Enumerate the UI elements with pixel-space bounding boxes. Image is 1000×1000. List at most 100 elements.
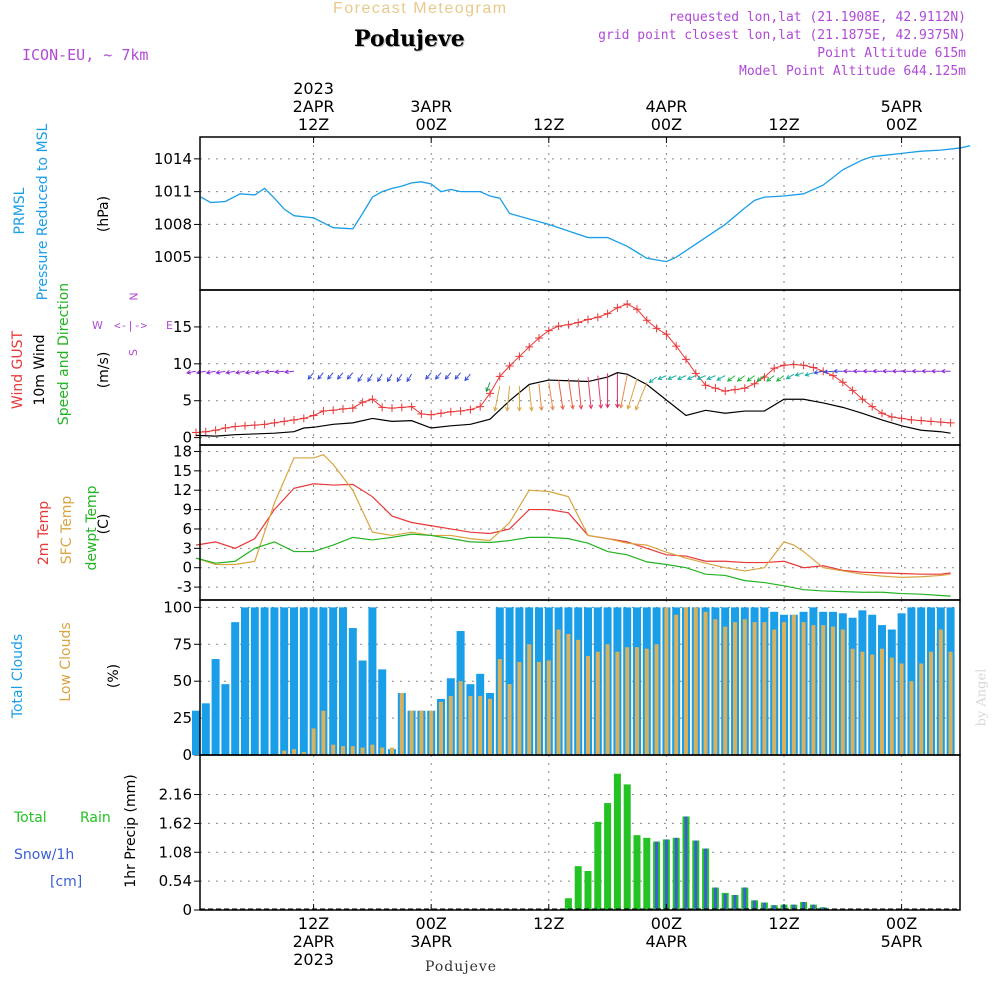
top-time-label: 00Z [416,115,447,134]
wind-direction-arrow [813,370,824,375]
snow-bar [674,837,678,910]
low-cloud-bar [301,752,306,755]
total-cloud-bar [280,607,289,755]
wind-direction-arrow [726,375,736,382]
gust-point [897,414,906,423]
gust-point [887,412,896,421]
gust-point [201,427,210,436]
gust-point [574,318,583,327]
y-tick-label: 0 [182,559,192,577]
low-cloud-bar [909,681,914,755]
wind-direction-arrow [336,372,344,380]
gust-point [329,406,338,415]
temp-dew-line [195,533,951,597]
low-cloud-bar [497,659,502,755]
top-time-label: 2APR [293,97,335,116]
wind-direction-arrow [444,372,452,380]
wind-direction-arrow [706,375,716,381]
forecast-title: Forecast Meteogram [333,0,508,17]
wind-direction-arrow [657,375,667,381]
gust-point [564,320,573,329]
low-cloud-bar [419,710,424,755]
gust-point [770,364,779,373]
rain-bar [613,773,621,910]
gust-point [231,422,240,431]
gust-point [515,352,524,361]
gust-point [446,407,455,416]
low-cloud-bar [713,619,718,755]
wind-direction-arrow [425,372,432,380]
y-tick-label: 9 [182,501,192,519]
wind-direction-arrow [577,378,584,410]
gust-point [721,387,730,396]
gust-point [701,381,710,390]
gust-point [789,360,798,369]
low-cloud-bar [919,663,924,755]
gust-point [927,417,935,426]
wind-direction-arrow [493,385,501,412]
y-tick-label: 18 [173,442,192,460]
gust-point [319,407,328,416]
low-cloud-bar [625,647,630,755]
low-cloud-bar [478,695,483,755]
wind-direction-arrow [930,368,941,374]
gust-point [633,305,641,314]
wind-direction-arrow [517,385,522,412]
gust-point [388,404,396,413]
rain-bar [643,837,651,910]
wind-direction-arrow [648,376,657,384]
low-cloud-bar [360,747,365,755]
low-cloud-bar [390,747,394,755]
low-cloud-bar [595,651,600,755]
total-cloud-bar [348,628,357,755]
top-time-label: 12Z [298,115,329,134]
gust-point [682,355,690,364]
low-cloud-bar [654,644,659,755]
wind-direction-arrow [785,373,795,380]
gust-point [241,421,249,430]
wind-direction-arrow [618,374,628,409]
gust-point [407,402,416,411]
y-tick-label: -3 [177,578,192,596]
low-cloud-bar [370,744,375,755]
snow-bar [713,887,717,910]
low-cloud-bar [948,651,953,755]
low-cloud-bar [929,651,933,755]
compass-w: W [92,319,103,332]
wind-direction-arrow [756,375,765,382]
top-time-label: 00Z [651,115,682,134]
low-cloud-bar [615,651,620,755]
wind-direction-arrow [185,370,197,375]
gust-point [358,398,367,407]
low-cloud-bar [899,663,904,755]
panel-frame [199,444,961,601]
low-cloud-bar [517,662,522,755]
y-tick-label: 0 [182,901,192,919]
snow-bar [811,904,815,910]
wind-direction-arrow [528,385,534,412]
wind-direction-arrow [567,378,575,410]
gust-point [270,418,279,427]
low-cloud-bar [791,614,796,755]
wind-direction-arrow [822,369,834,375]
low-cloud-bar [292,749,296,755]
wind-direction-arrow [736,375,746,382]
gust-point [221,424,230,433]
low-cloud-bar [742,619,747,755]
gust-point [525,342,534,351]
y-tick-label: 15 [173,462,192,480]
precip-cm-label: [cm] [50,874,83,890]
wind-direction-arrow [205,370,216,375]
rain-bar [604,803,612,910]
total-cloud-bar [309,607,318,755]
wind-direction-arrow [862,368,873,374]
low-cloud-bar [674,614,679,755]
temp-2m-line [195,483,951,575]
wind-direction-arrow [225,370,236,375]
snow-bar [655,841,659,910]
gust-point [848,386,857,395]
y-tick-label: 10 [173,355,192,373]
y-tick-label: 75 [173,635,192,653]
gust-point [917,416,926,425]
wind-direction-arrow [215,370,226,375]
